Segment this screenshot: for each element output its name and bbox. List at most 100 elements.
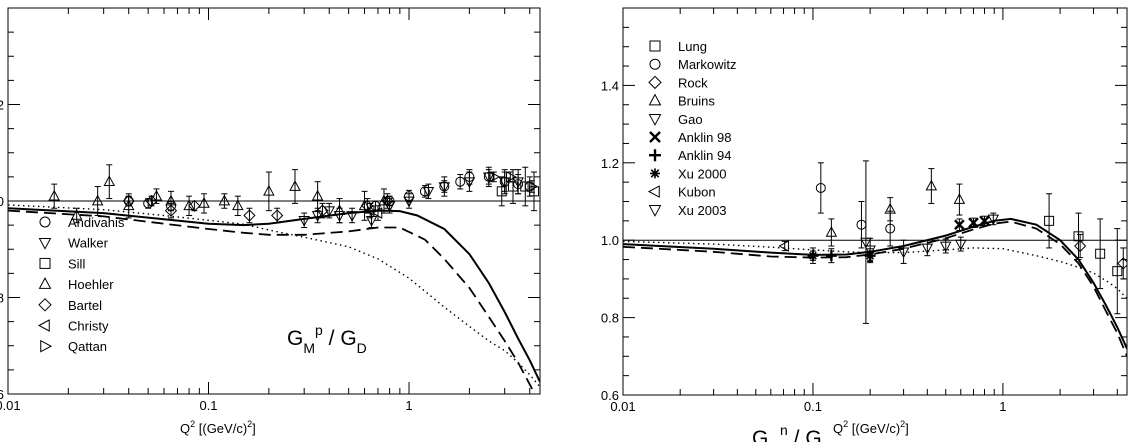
series-kubon xyxy=(778,240,790,252)
y-tick-label: 1.2 xyxy=(0,98,4,113)
data-point xyxy=(232,199,244,211)
y-tick-label: 0.6 xyxy=(601,388,619,403)
data-point xyxy=(953,193,966,204)
legend: Lung Markowitz Rock Bruins Gao Anklin 98 Ankli… xyxy=(647,39,737,218)
data-point xyxy=(378,194,390,206)
data-point xyxy=(463,177,476,189)
data-point xyxy=(1044,215,1055,226)
data-point xyxy=(860,237,872,249)
legend-label: Bartel xyxy=(68,298,102,313)
plot-area xyxy=(623,160,1127,357)
series-bartel xyxy=(122,193,394,224)
x-tick-label: 0.1 xyxy=(804,399,822,414)
series-qattan xyxy=(489,171,539,193)
legend-item: Bruins xyxy=(648,93,715,109)
data-point xyxy=(361,199,374,212)
data-point xyxy=(438,182,451,193)
legend-label: Xu 2000 xyxy=(678,166,726,181)
series-lung xyxy=(1044,193,1123,315)
y-tick-label: 1.0 xyxy=(601,233,619,248)
model-curve-solid xyxy=(623,217,1127,350)
data-point xyxy=(70,209,83,220)
legend-label: Andivahis xyxy=(68,215,125,230)
data-point xyxy=(496,186,507,197)
legend-marker xyxy=(647,185,660,198)
legend-item: Bartel xyxy=(38,298,102,313)
data-point xyxy=(164,204,178,217)
series-bruins xyxy=(825,168,966,247)
right-chart-gmn: 0.01 0.1 1 0.6 0.8 1.0 1.2 1.4 Q2 [(GeV/c)2] Lung… xyxy=(601,7,1128,442)
x-tick-label: 1 xyxy=(405,398,412,413)
legend-label: Gao xyxy=(678,112,703,127)
left-chart-gmp: 0.01 0.1 1 0.6 0.8 1.0 1.2 Q2 [(GeV/c)2] Andivah… xyxy=(0,7,541,436)
data-point xyxy=(987,214,1000,226)
legend-item: Rock xyxy=(648,75,708,90)
data-point xyxy=(103,175,116,187)
data-point xyxy=(91,194,104,206)
data-point xyxy=(363,204,375,217)
data-point xyxy=(885,223,896,234)
data-point xyxy=(263,184,275,196)
data-point xyxy=(528,186,539,197)
data-point xyxy=(198,196,210,208)
data-point xyxy=(505,171,517,183)
model-curve-dashed xyxy=(623,220,1127,357)
x-tick-label: 0.01 xyxy=(0,398,21,413)
data-point xyxy=(371,207,383,219)
legend-marker xyxy=(649,149,661,162)
y-tick-label: 1.0 xyxy=(0,194,4,209)
data-point xyxy=(455,176,466,187)
series-xu-2003 xyxy=(864,212,1000,264)
legend-label: Sill xyxy=(68,256,85,271)
legend-label: Rock xyxy=(678,75,708,90)
data-point xyxy=(183,199,195,211)
legend-label: Anklin 98 xyxy=(678,130,731,145)
legend-label: Hoehler xyxy=(68,277,114,292)
legend-marker xyxy=(649,40,661,52)
data-point xyxy=(289,180,301,191)
data-point xyxy=(218,194,231,206)
data-point xyxy=(897,247,910,259)
plot-frame xyxy=(7,7,541,395)
series-christy xyxy=(363,202,383,221)
data-point xyxy=(1073,231,1084,242)
legend-label: Bruins xyxy=(678,94,715,109)
legend-item: Andivahis xyxy=(39,215,125,230)
data-point xyxy=(316,204,329,217)
x-axis-title: Q2 [(GeV/c)2] xyxy=(180,419,256,436)
y-tick-label: 0.8 xyxy=(0,291,4,306)
data-point xyxy=(778,240,790,252)
legend-marker xyxy=(648,205,662,217)
x-tick-label: 0.01 xyxy=(610,399,635,414)
model-curve-dashed xyxy=(8,209,536,394)
legend-marker xyxy=(648,75,662,90)
data-point xyxy=(122,194,135,208)
series-gao xyxy=(860,160,872,324)
legend: Andivahis Walker Sill Hoehler Bartel Christy Q… xyxy=(37,215,125,354)
data-point xyxy=(271,209,284,222)
legend-marker xyxy=(648,114,662,126)
series-walker xyxy=(298,166,524,229)
plot-area xyxy=(8,164,540,394)
legend-item: Sill xyxy=(39,256,85,271)
model-curve-dotted xyxy=(623,240,1127,299)
data-point xyxy=(825,250,837,262)
data-point xyxy=(145,194,158,208)
data-point xyxy=(1112,266,1123,277)
series-sill xyxy=(496,166,539,212)
data-point xyxy=(1095,248,1106,259)
data-point xyxy=(298,215,310,227)
legend-label: Lung xyxy=(678,39,707,54)
legend-item: Qattan xyxy=(40,339,107,354)
model-curve-solid xyxy=(8,207,540,383)
x-axis-title: Q2 [(GeV/c)2] xyxy=(833,419,909,436)
y-tick-label: 0.8 xyxy=(601,311,619,326)
data-point xyxy=(333,204,346,215)
legend-item: Anklin 98 xyxy=(649,130,731,145)
legend-label: Kubon xyxy=(678,185,716,200)
legend-item: Kubon xyxy=(647,185,716,200)
data-point xyxy=(825,226,838,237)
legend-item: Hoehler xyxy=(38,277,114,292)
data-point xyxy=(122,199,135,211)
